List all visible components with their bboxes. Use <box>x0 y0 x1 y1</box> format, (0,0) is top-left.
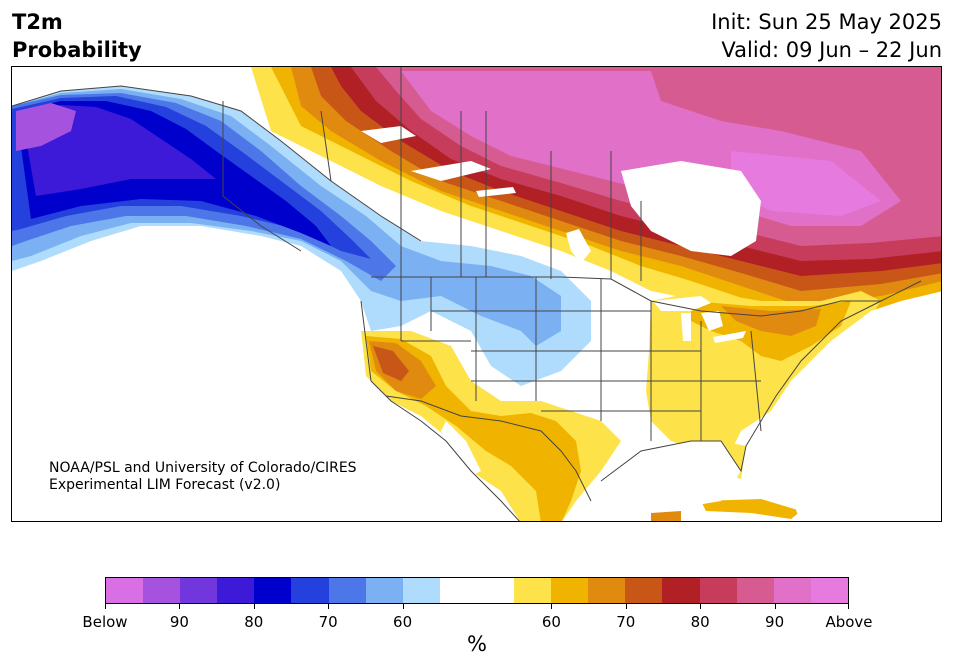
colorbar-tick <box>700 604 702 609</box>
lake-huron <box>701 311 723 331</box>
colorbar-tick <box>328 604 330 609</box>
title-subtitle: Probability <box>12 38 142 62</box>
colorbar-swatch <box>773 578 811 603</box>
forecast-dates: Init: Sun 25 May 2025 Valid: 09 Jun – 22… <box>711 8 942 64</box>
colorbar-swatch <box>180 578 218 603</box>
alaska-border <box>222 101 302 252</box>
great-bear-lake <box>361 126 416 143</box>
mexico-above-65 <box>651 511 681 521</box>
colorbar-tick <box>179 604 181 609</box>
great-slave-lake <box>411 161 491 181</box>
colorbar-tick-label: 70 <box>318 613 338 631</box>
colorbar-tick <box>105 604 106 609</box>
atlantic-ocean <box>761 291 941 521</box>
colorbar-ticks: Below 90 80 70 60 60 70 80 90 Above <box>82 604 873 634</box>
colorbar-swatch <box>699 578 737 603</box>
colorbar-swatch <box>439 578 477 603</box>
colorbar-tick-label: 60 <box>393 613 413 631</box>
lake-superior <box>653 296 711 311</box>
colorbar-swatch <box>551 578 589 603</box>
southwest-above-70 <box>373 346 409 381</box>
colorbar-tick <box>625 604 627 609</box>
colorbar-tick <box>774 604 776 609</box>
colorbar-tick-label: 90 <box>765 613 785 631</box>
colorbar-tick <box>402 604 404 609</box>
coastline <box>12 85 922 521</box>
title-variable: T2m <box>12 10 63 34</box>
above-95-core <box>731 151 881 216</box>
colorbar-tick-label: 80 <box>690 613 710 631</box>
colorbar <box>105 577 849 604</box>
cuba-above-60 <box>701 499 801 519</box>
colorbar-tick <box>848 604 849 609</box>
east-above-65 <box>721 306 821 336</box>
credit-line-1: NOAA/PSL and University of Colorado/CIRE… <box>49 460 357 476</box>
colorbar-tick <box>551 604 553 609</box>
colorbar-swatch <box>810 578 848 603</box>
lake-erie <box>713 331 746 343</box>
hudson-bay <box>621 161 761 256</box>
colorbar-swatch <box>106 578 144 603</box>
colorbar-swatch <box>217 578 255 603</box>
colorbar-swatch <box>402 578 440 603</box>
us-canada-border <box>371 276 881 317</box>
colorbar-swatch <box>736 578 774 603</box>
us-mexico-border <box>385 395 592 502</box>
political-borders <box>12 67 922 521</box>
lake-winnipeg <box>566 229 591 263</box>
colorbar-tick-label: Above <box>825 613 873 631</box>
colorbar-tick-label: 60 <box>541 613 561 631</box>
gulf-of-california <box>441 421 481 476</box>
colorbar-swatch <box>662 578 700 603</box>
colorbar-swatch <box>514 578 552 603</box>
colorbar-tick-label: 90 <box>169 613 189 631</box>
valid-date: Valid: 09 Jun – 22 Jun <box>721 38 942 62</box>
init-date: Init: Sun 25 May 2025 <box>711 10 942 34</box>
pacific-ocean <box>12 241 499 521</box>
colorbar-tick-label: Below <box>82 613 128 631</box>
colorbar-swatch <box>328 578 366 603</box>
colorbar-swatch <box>625 578 663 603</box>
colorbar-unit-label: % <box>467 632 487 656</box>
canada-province-lines <box>320 67 642 281</box>
colorbar-tick-label: 70 <box>616 613 636 631</box>
colorbar-swatch <box>254 578 292 603</box>
lake-michigan <box>681 313 691 341</box>
colorbar-swatch <box>365 578 403 603</box>
colorbar-swatch <box>291 578 329 603</box>
colorbar-tick <box>253 604 255 609</box>
us-state-lines <box>400 277 762 441</box>
probability-map <box>12 67 941 521</box>
colorbar-swatch <box>143 578 181 603</box>
gulf-of-mexico <box>601 441 741 506</box>
colorbar-swatch <box>588 578 626 603</box>
credit-line-2: Experimental LIM Forecast (v2.0) <box>49 477 281 493</box>
map-title: T2m Probability <box>12 8 142 64</box>
below-90-band <box>16 103 76 151</box>
map-panel <box>11 66 942 522</box>
credit-text: NOAA/PSL and University of Colorado/CIRE… <box>49 460 357 494</box>
colorbar-swatch <box>476 578 515 603</box>
colorbar-tick-label: 80 <box>244 613 264 631</box>
